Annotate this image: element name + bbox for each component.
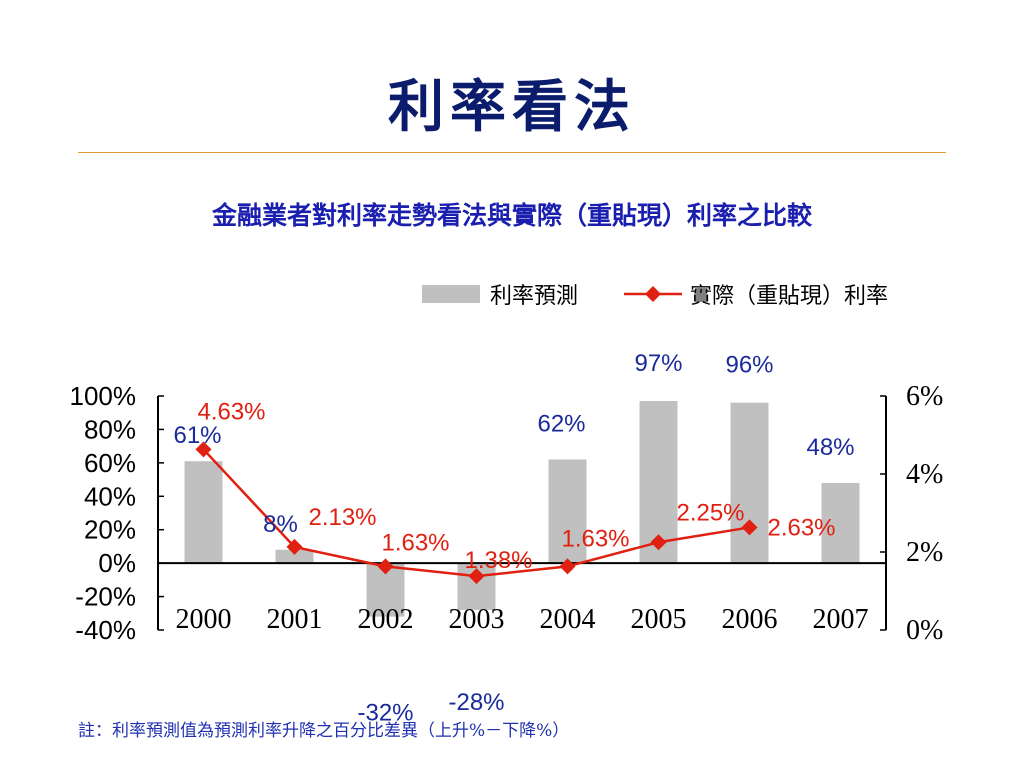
legend-bar-swatch [422,285,480,303]
actual-rate-marker [286,538,303,555]
left-tick-label: 40% [84,481,136,511]
right-tick-label: 6% [906,381,943,412]
forecast-data-label: -28% [448,689,504,716]
slide-title: 利率看法 [388,74,636,140]
data-labels: 61%8%-32% -28%62%97% 96%48%4.63%2.13%1.63%… [173,350,854,727]
actual-rate-data-label: 2.13% [308,504,376,531]
chart-title: 金融業者對利率走勢看法與實際（重貼現）利率之比較 [211,201,812,230]
right-tick-label: 2% [906,537,943,568]
chart-legend: 利率預測 實際（重貼現）利率 [422,284,888,309]
forecast-data-label: 96% [725,352,773,379]
actual-rate-data-label: 4.63% [197,398,265,425]
category-label: 2000 [176,604,232,635]
forecast-bar [548,459,587,564]
actual-rate-data-label: 1.63% [381,529,449,556]
left-tick-label: 0% [98,548,136,578]
category-label: 2007 [813,604,869,635]
forecast-data-label: 8% [263,511,298,538]
actual-rate-marker [559,558,576,575]
actual-rate-marker [377,558,394,575]
category-label: 2004 [540,604,596,635]
left-tick-label: 100% [70,381,137,411]
actual-rate-marker [650,534,667,551]
category-label: 2002 [358,604,414,635]
forecast-data-label: 62% [537,411,585,438]
chart-axes: 100%80%60%40%20%0%-20%-40%6%4%2%0%2000 20… [70,381,944,646]
actual-rate-marker [468,568,485,585]
actual-rate-data-label: 1.63% [561,525,629,552]
left-tick-label: 60% [84,448,136,478]
forecast-data-label: -32% [357,700,413,727]
forecast-bar [184,461,223,564]
actual-rate-line [195,441,758,585]
left-tick-label: 80% [84,414,136,444]
left-tick-label: -20% [75,582,136,612]
left-tick-label: 20% [84,515,136,545]
actual-rate-marker [195,441,212,458]
forecast-data-label: 48% [806,434,854,461]
actual-rate-data-label: 1.38% [464,547,532,574]
legend-line-label: 實際（重貼現）利率 [690,284,888,309]
category-label: 2001 [267,604,323,635]
forecast-bars [184,401,860,617]
category-label: 2006 [722,604,778,635]
forecast-bar [730,402,769,564]
category-label: 2005 [631,604,687,635]
title-divider [78,152,946,153]
legend-bar-label: 利率預測 [490,284,578,309]
forecast-bar [821,482,860,564]
forecast-data-label: 61% [173,422,221,449]
right-tick-label: 0% [906,615,943,646]
actual-rate-marker [741,519,758,536]
forecast-bar [275,549,314,564]
forecast-data-label: 97% [634,350,682,377]
right-tick-label: 4% [906,459,943,490]
actual-rate-data-label: 2.25% [676,499,744,526]
footnote: 註：利率預測值為預測利率升降之百分比差異（上升%－下降%） [78,721,570,741]
left-tick-label: -40% [75,615,136,645]
legend-line-marker [645,286,661,302]
category-label: 2003 [449,604,505,635]
actual-rate-data-label: 2.63% [767,514,835,541]
